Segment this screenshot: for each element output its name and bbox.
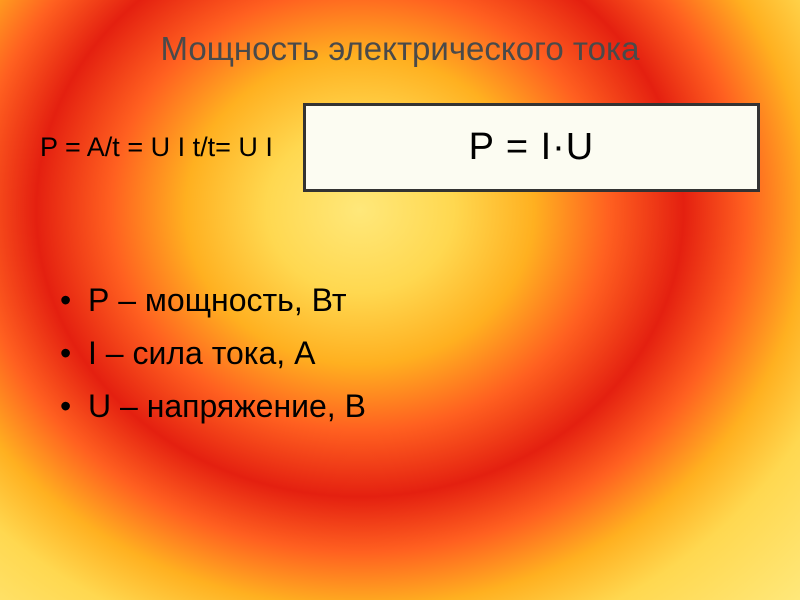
formula-derivation: P = A/t = U I t/t= U I xyxy=(40,132,273,163)
legend-item: Р – мощность, Вт xyxy=(60,282,760,319)
slide-title: Мощность электрического тока xyxy=(40,30,760,68)
main-formula: P = I·U xyxy=(346,126,717,169)
slide-container: Мощность электрического тока P = A/t = U… xyxy=(0,0,800,600)
legend-item: U – напряжение, В xyxy=(60,388,760,425)
legend-item: I – сила тока, А xyxy=(60,335,760,372)
formula-box: P = I·U xyxy=(303,103,760,192)
formula-row: P = A/t = U I t/t= U I P = I·U xyxy=(40,103,760,192)
legend-list: Р – мощность, Вт I – сила тока, А U – на… xyxy=(40,282,760,425)
